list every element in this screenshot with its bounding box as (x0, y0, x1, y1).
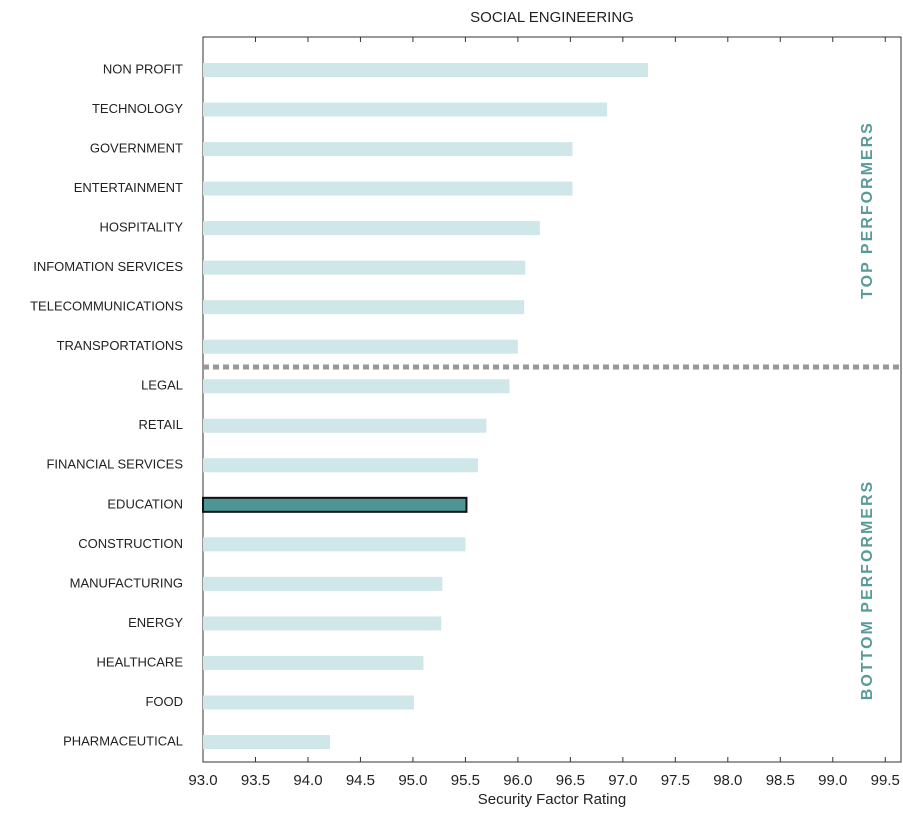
bar (203, 655, 424, 670)
x-tick-label: 99.5 (871, 772, 900, 789)
y-tick-label: CONSTRUCTION (78, 536, 183, 551)
bar (203, 63, 649, 77)
y-tick-label: FINANCIAL SERVICES (46, 457, 183, 472)
x-tick-label: 94.5 (346, 772, 375, 789)
bar (203, 576, 443, 591)
y-tick-label: TELECOMMUNICATIONS (30, 299, 183, 314)
bar (203, 181, 573, 196)
bar (203, 102, 608, 117)
bar (203, 142, 573, 157)
y-tick-label: NON PROFIT (103, 61, 183, 76)
x-tick-label: 95.5 (451, 772, 480, 789)
bar (203, 300, 525, 315)
bar (203, 458, 479, 473)
x-tick-label: 93.0 (188, 772, 217, 789)
x-axis-label: Security Factor Rating (478, 791, 626, 808)
group-label: TOP PERFORMERS (859, 121, 876, 299)
y-tick-label: LEGAL (141, 378, 183, 393)
y-tick-label: MANUFACTURING (70, 575, 183, 590)
y-tick-label: EDUCATION (107, 496, 183, 511)
x-tick-label: 96.5 (556, 772, 585, 789)
group-label: BOTTOM PERFORMERS (859, 480, 876, 700)
bar (203, 616, 442, 631)
bar (203, 418, 487, 433)
x-tick-label: 95.0 (398, 772, 427, 789)
y-tick-label: TECHNOLOGY (92, 101, 183, 116)
y-tick-label: RETAIL (138, 417, 183, 432)
bar (203, 735, 331, 749)
y-tick-label: INFOMATION SERVICES (33, 259, 183, 274)
x-tick-label: 97.5 (661, 772, 690, 789)
y-tick-label: ENERGY (128, 615, 183, 630)
chart-title: SOCIAL ENGINEERING (470, 9, 634, 26)
bar (203, 260, 526, 275)
x-tick-label: 98.5 (766, 772, 795, 789)
x-tick-label: 93.5 (241, 772, 270, 789)
x-tick-label: 94.0 (293, 772, 322, 789)
bar (203, 221, 540, 236)
x-tick-label: 96.0 (503, 772, 532, 789)
x-tick-label: 97.0 (608, 772, 637, 789)
bar (203, 695, 414, 710)
y-tick-label: GOVERNMENT (90, 140, 183, 155)
x-tick-label: 98.0 (713, 772, 742, 789)
y-tick-label: HEALTHCARE (97, 654, 184, 669)
bar (202, 496, 468, 513)
y-tick-label: TRANSPORTATIONS (57, 338, 184, 353)
y-tick-label: ENTERTAINMENT (74, 180, 183, 195)
x-tick-label: 99.0 (818, 772, 847, 789)
plot-frame (202, 36, 902, 763)
y-tick-label: HOSPITALITY (99, 220, 183, 235)
bar (203, 537, 466, 552)
bar (203, 339, 518, 354)
y-tick-label: PHARMACEUTICAL (63, 733, 183, 748)
bar (203, 379, 510, 394)
y-tick-label: FOOD (145, 694, 183, 709)
